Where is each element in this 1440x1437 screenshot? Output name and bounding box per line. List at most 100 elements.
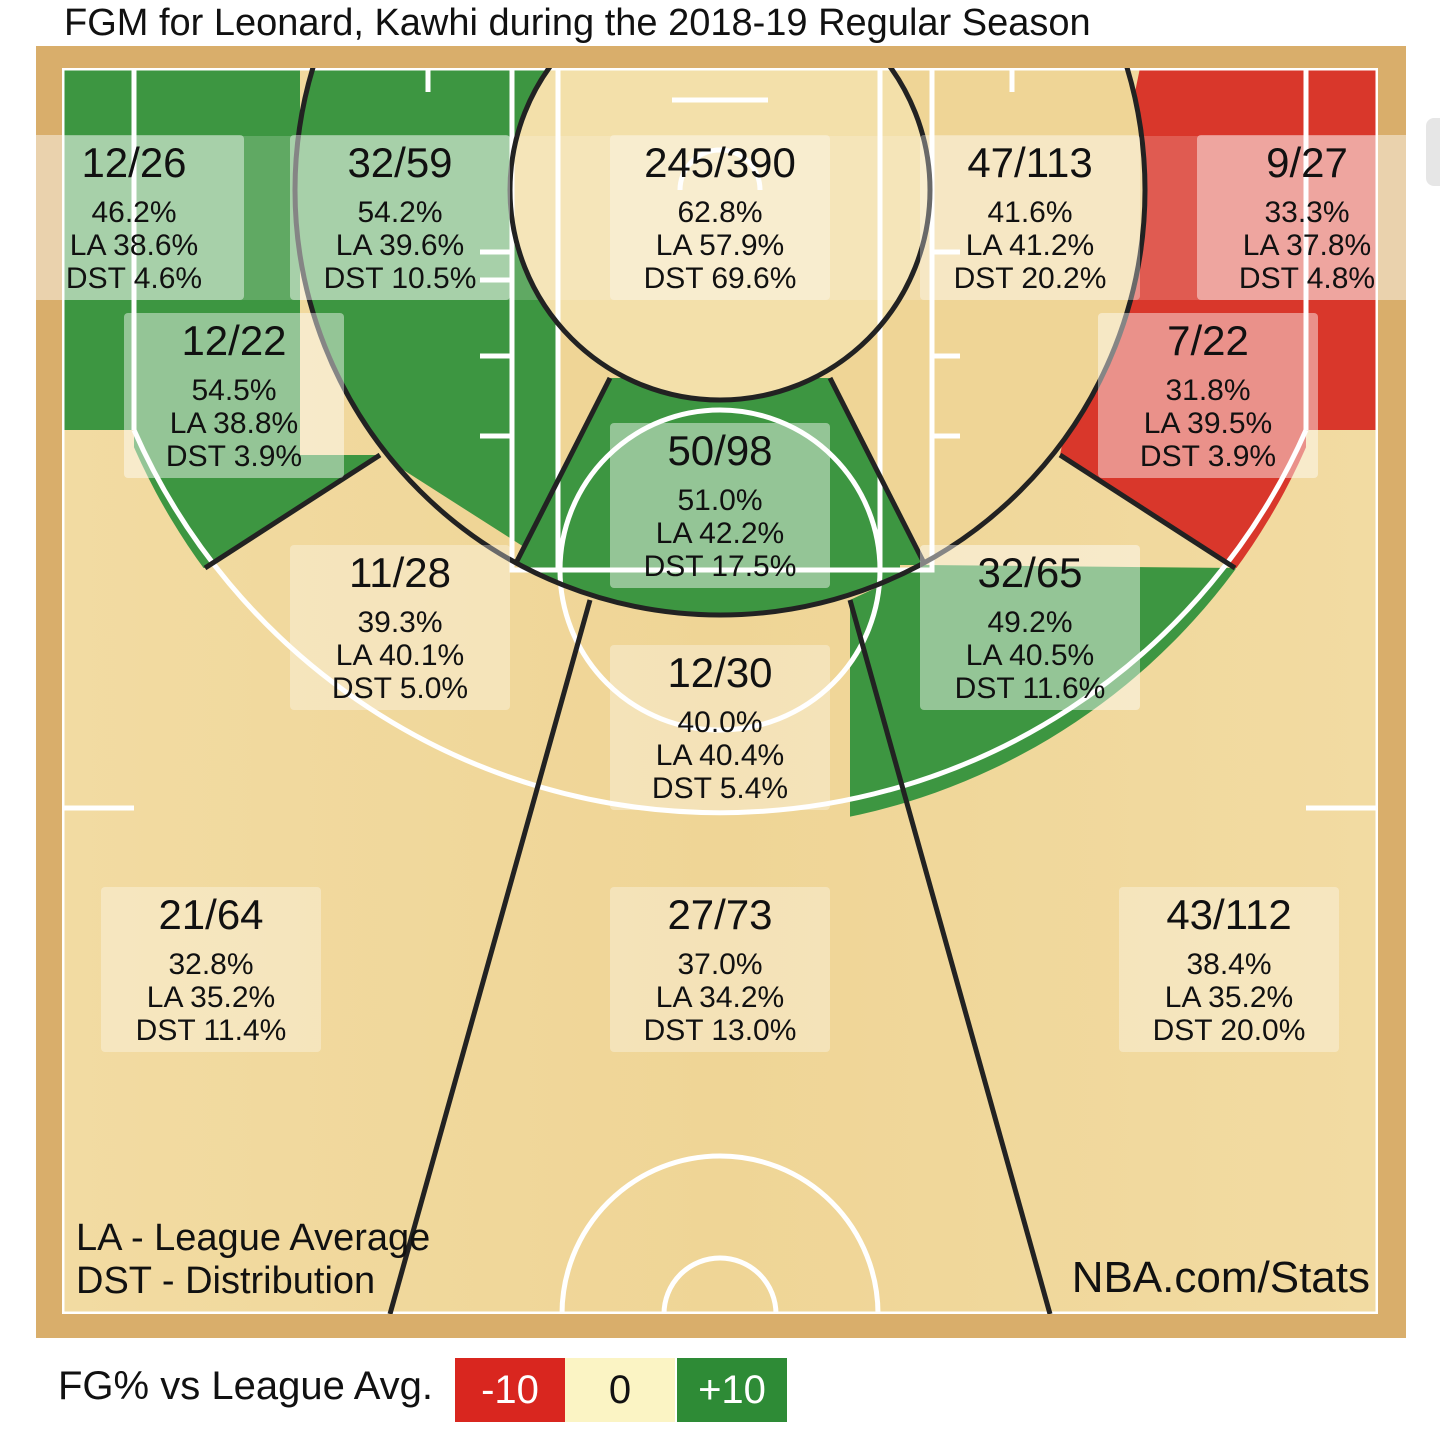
zone-label-left-baseline-mid: 32/59 54.2%LA 39.6%DST 10.5%: [290, 135, 510, 300]
zone-fgm-fga: 7/22: [1167, 317, 1249, 364]
zone-fill-paint-non-ra: [515, 378, 925, 615]
zone-fg-pct: 46.2%: [91, 196, 176, 229]
court-markings: [62, 68, 1378, 1314]
zone-league-avg: LA 40.4%: [656, 739, 784, 772]
zone-distribution: DST 4.8%: [1239, 262, 1375, 295]
legend-swatch-above: +10: [677, 1358, 787, 1422]
zone-label-box: [24, 135, 244, 300]
la-note: LA - League Average: [76, 1217, 430, 1259]
zone-label-left-wing-3: 21/64 32.8%LA 35.2%DST 11.4%: [101, 887, 321, 1052]
zone-label-top-key-3: 27/73 37.0%LA 34.2%DST 13.0%: [610, 887, 830, 1052]
zone-label-box: [920, 135, 1140, 300]
zone-label-right-wing-mid: 7/22 31.8%LA 39.5%DST 3.9%: [1098, 313, 1318, 478]
zone-distribution: DST 20.2%: [954, 262, 1107, 295]
zone-league-avg: LA 39.5%: [1144, 407, 1272, 440]
zone-label-box: [124, 313, 344, 478]
zone-label-center-mid: 12/30 40.0%LA 40.4%DST 5.4%: [610, 645, 830, 810]
scroll-handle[interactable]: [1426, 118, 1440, 186]
zone-fill-left-corner-3: [62, 68, 134, 430]
zone-label-box: [610, 645, 830, 810]
zone-fgm-fga: 43/112: [1166, 891, 1291, 938]
zone-league-avg: LA 39.6%: [336, 229, 464, 262]
zone-fg-pct: 54.2%: [357, 196, 442, 229]
zone-fg-pct: 31.8%: [1165, 374, 1250, 407]
legend: FG% vs League Avg. -10 0 +10: [58, 1356, 818, 1424]
zone-label-left-center-mid: 11/28 39.3%LA 40.1%DST 5.0%: [290, 545, 510, 710]
zone-fg-pct: 49.2%: [987, 606, 1072, 639]
zone-distribution: DST 11.4%: [136, 1014, 287, 1047]
zone-distribution: DST 13.0%: [644, 1014, 797, 1047]
zone-fgm-fga: 50/98: [667, 427, 772, 474]
zone-fgm-fga: 11/28: [349, 549, 451, 596]
zone-fgm-fga: 12/22: [181, 317, 286, 364]
zone-label-box: [610, 135, 830, 300]
zone-fg-pct: 40.0%: [677, 706, 762, 739]
zone-league-avg: LA 42.2%: [656, 517, 784, 550]
zone-distribution: DST 11.6%: [955, 672, 1106, 705]
zone-fill-left-baseline-mid: [295, 68, 560, 570]
zone-label-right-baseline-mid: 47/113 41.6%LA 41.2%DST 20.2%: [920, 135, 1140, 300]
zone-league-avg: LA 57.9%: [656, 229, 784, 262]
zone-fgm-fga: 21/64: [158, 891, 263, 938]
zone-label-box: [610, 887, 830, 1052]
zone-league-avg: LA 35.2%: [1165, 981, 1293, 1014]
zone-fgm-fga: 32/65: [977, 549, 1082, 596]
zone-fg-pct: 39.3%: [357, 606, 442, 639]
legend-swatch-below: -10: [455, 1358, 565, 1422]
zone-label-box: [1197, 135, 1417, 300]
zone-fgm-fga: 12/26: [81, 139, 186, 186]
zone-league-avg: LA 35.2%: [147, 981, 275, 1014]
zone-label-right-center-mid: 32/65 49.2%LA 40.5%DST 11.6%: [920, 545, 1140, 710]
zone-distribution: DST 3.9%: [166, 440, 302, 473]
zone-label-box: [920, 545, 1140, 710]
zone-distribution: DST 20.0%: [1153, 1014, 1306, 1047]
zone-label-box: [1098, 313, 1318, 478]
zone-label-right-corner-3: 9/27 33.3%LA 37.8%DST 4.8%: [1197, 135, 1417, 300]
zone-fg-pct: 41.6%: [987, 196, 1072, 229]
zone-league-avg: LA 38.6%: [70, 229, 198, 262]
zone-label-left-wing-mid: 12/22 54.5%LA 38.8%DST 3.9%: [124, 313, 344, 478]
chart-title: FGM for Leonard, Kawhi during the 2018-1…: [64, 2, 1091, 44]
zone-league-avg: LA 40.1%: [336, 639, 464, 672]
zone-label-box: [101, 887, 321, 1052]
zone-label-restricted-area: 245/390 62.8%LA 57.9%DST 69.6%: [610, 135, 830, 300]
zone-label-right-wing-3: 43/112 38.4%LA 35.2%DST 20.0%: [1119, 887, 1339, 1052]
zone-fg-pct: 38.4%: [1186, 948, 1271, 981]
source-credit: NBA.com/Stats: [1072, 1253, 1370, 1302]
zone-fg-pct: 37.0%: [677, 948, 762, 981]
zone-label-box: [1119, 887, 1339, 1052]
zone-label-box: [290, 135, 510, 300]
zone-fg-pct: 33.3%: [1264, 196, 1349, 229]
zone-label-left-corner-3: 12/26 46.2%LA 38.6%DST 4.6%: [24, 135, 244, 300]
zone-fgm-fga: 245/390: [644, 139, 796, 186]
zone-fgm-fga: 9/27: [1266, 139, 1348, 186]
zone-distribution: DST 10.5%: [324, 262, 477, 295]
zone-league-avg: LA 40.5%: [966, 639, 1094, 672]
zone-fgm-fga: 47/113: [967, 139, 1092, 186]
restricted-area-fill: [510, 68, 930, 400]
zone-boundaries: [203, 68, 1237, 1314]
zone-fgm-fga: 32/59: [347, 139, 452, 186]
zone-league-avg: LA 41.2%: [966, 229, 1094, 262]
zone-fg-pct: 62.8%: [677, 196, 762, 229]
zone-distribution: DST 5.0%: [332, 672, 468, 705]
zone-distribution: DST 69.6%: [644, 262, 797, 295]
zone-fg-pct: 54.5%: [191, 374, 276, 407]
zone-distribution: DST 3.9%: [1140, 440, 1276, 473]
legend-swatch-neutral: 0: [565, 1358, 675, 1422]
zone-fgm-fga: 12/30: [667, 649, 772, 696]
zone-distribution: DST 17.5%: [644, 550, 797, 583]
zone-label-box: [610, 423, 830, 588]
zone-league-avg: LA 37.8%: [1243, 229, 1371, 262]
zone-label-paint-non-ra: 50/98 51.0%LA 42.2%DST 17.5%: [610, 423, 830, 588]
zone-league-avg: LA 34.2%: [656, 981, 784, 1014]
zone-label-box: [290, 545, 510, 710]
zone-fg-pct: 32.8%: [168, 948, 253, 981]
zone-league-avg: LA 38.8%: [170, 407, 298, 440]
dst-note: DST - Distribution: [76, 1260, 375, 1302]
legend-label: FG% vs League Avg.: [58, 1364, 434, 1408]
zone-distribution: DST 4.6%: [66, 262, 202, 295]
zone-fill-right-corner-3: [1306, 68, 1378, 430]
zone-fg-pct: 51.0%: [677, 484, 762, 517]
